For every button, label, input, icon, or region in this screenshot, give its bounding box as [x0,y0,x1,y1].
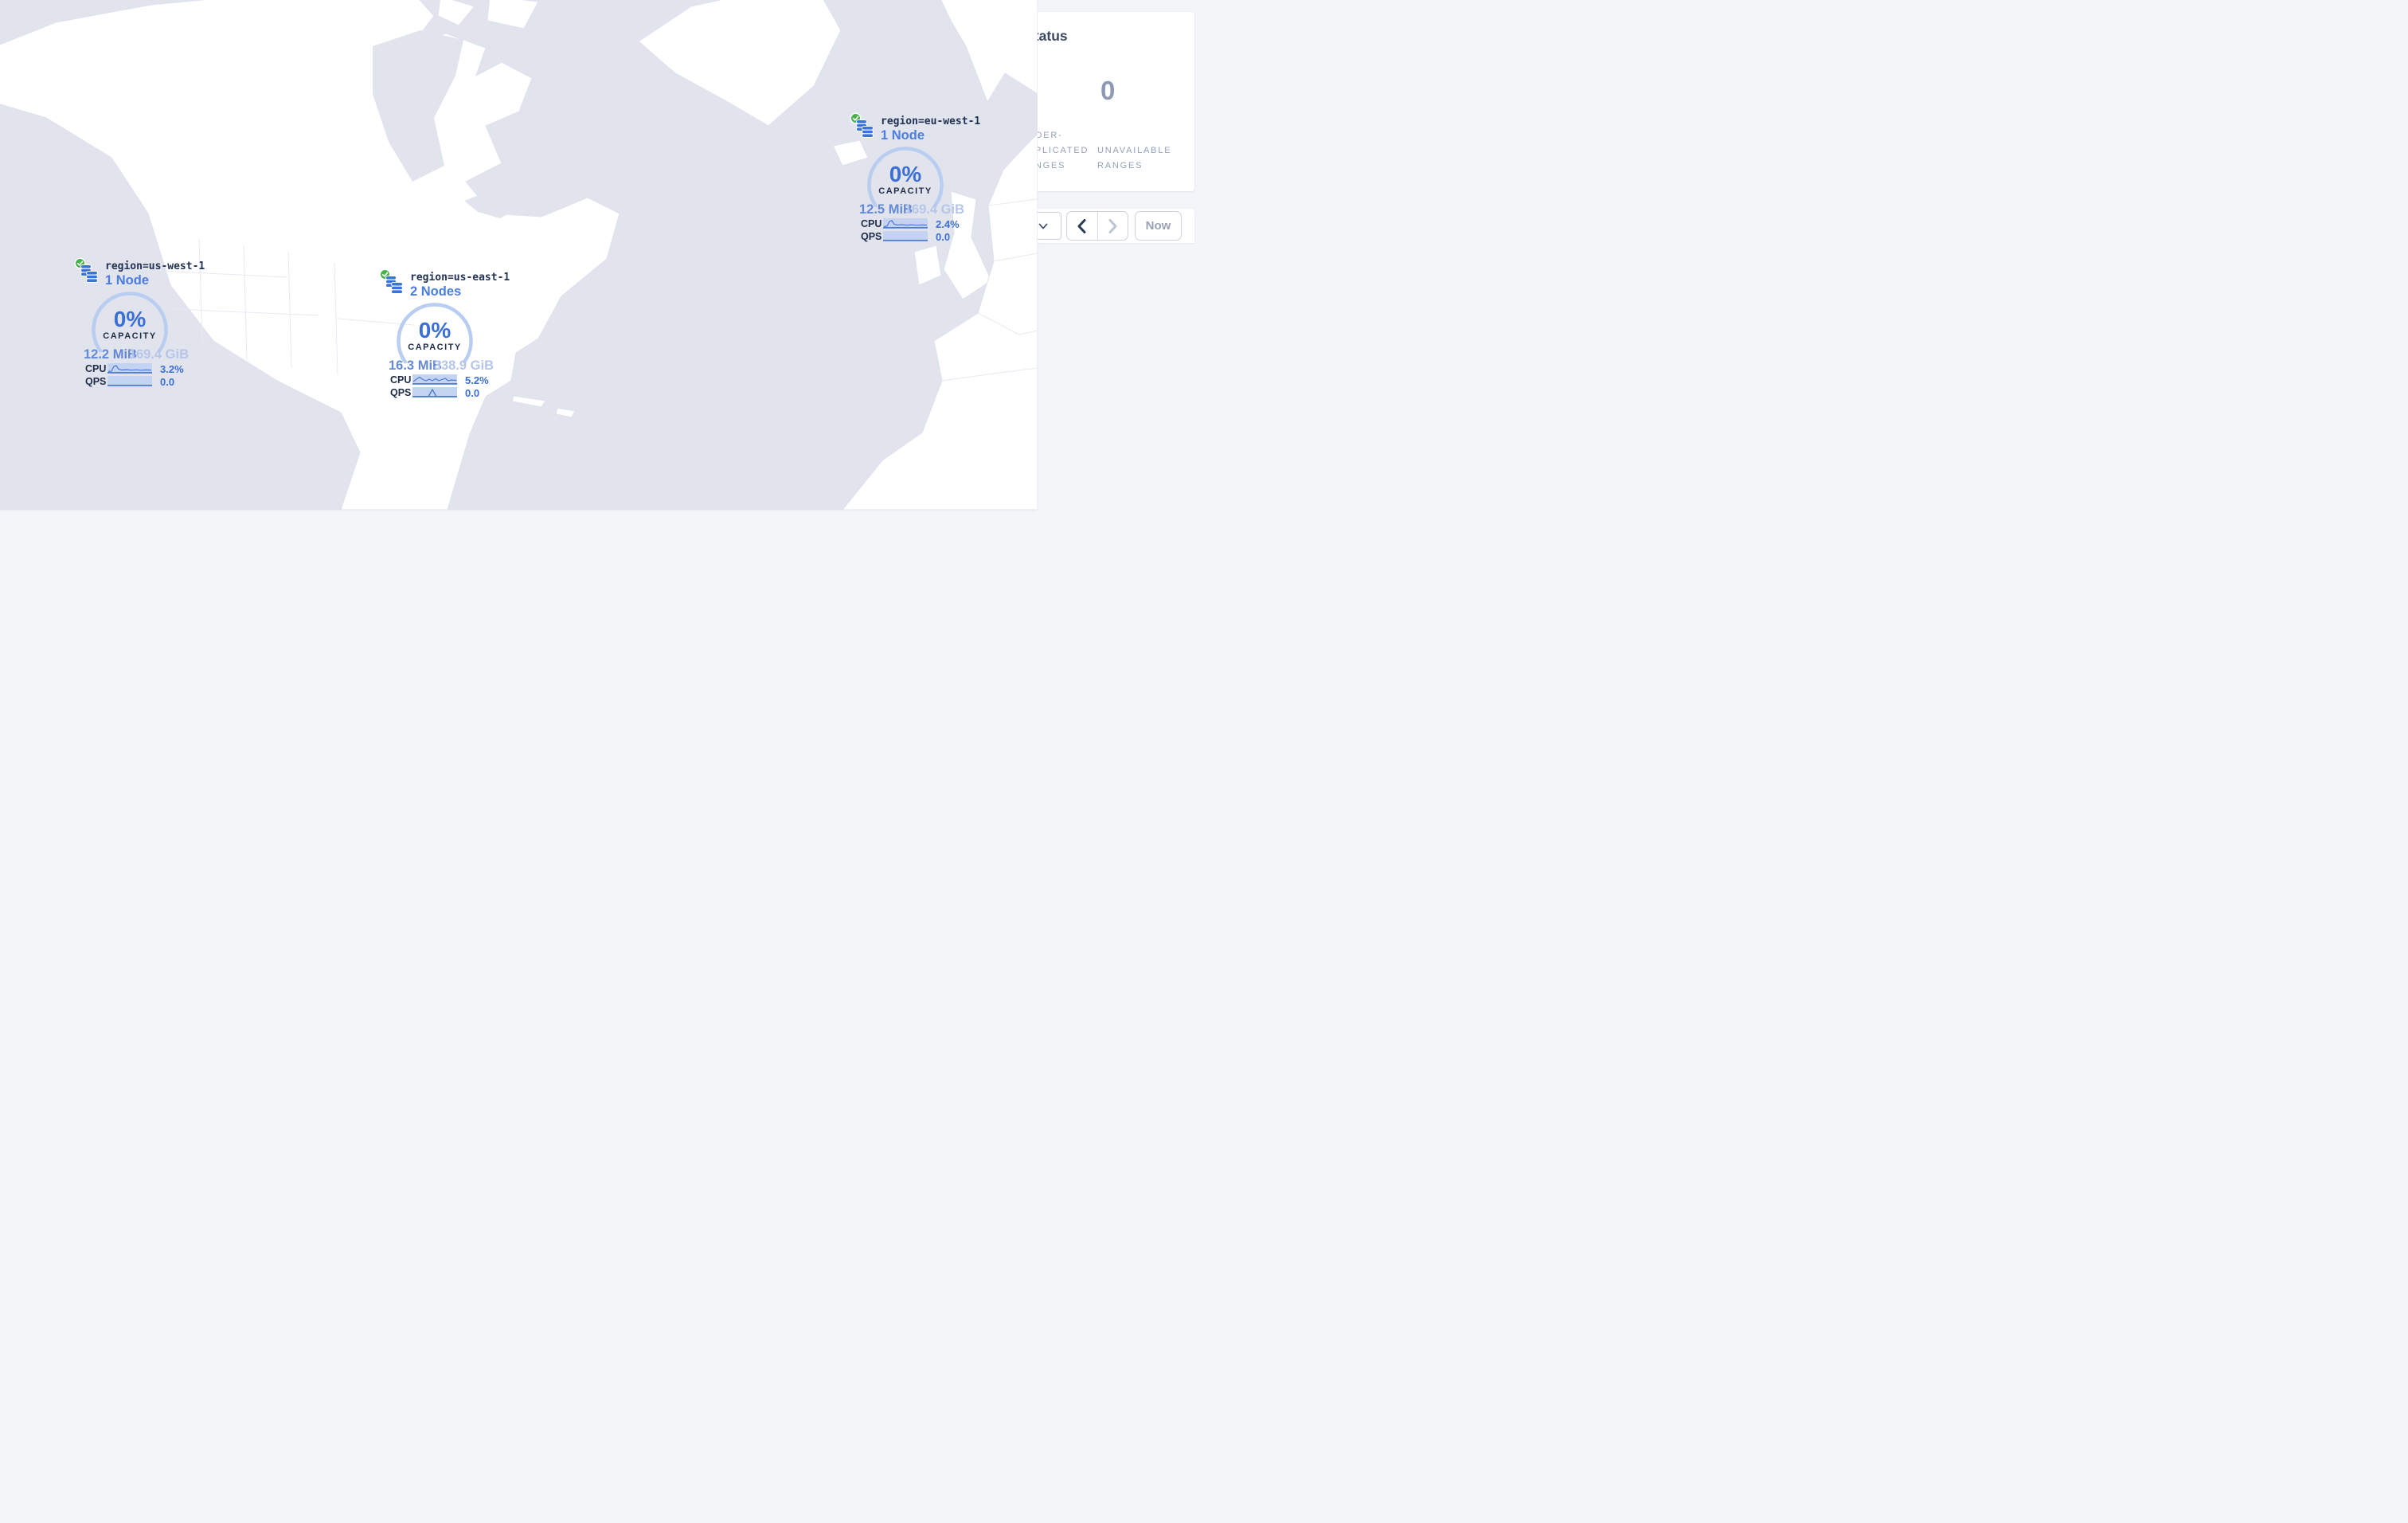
region-name: region=us-west-1 [105,260,205,272]
qps-value: 0.0 [936,230,951,243]
region-used-capacity: 16.3 MiB [389,358,442,373]
map-ireland [913,245,942,286]
map-great-britain [943,190,992,300]
region-marker-us-east-1[interactable]: region=us-east-1 2 Nodes 0% CAPACITY 16.… [379,268,510,399]
cpu-label: CPU [861,218,882,229]
now-button[interactable]: Now [1135,211,1182,241]
qps-sparkline [412,386,457,397]
world-map-graphic [0,0,1038,510]
gauge-percent: 0% [889,162,922,186]
time-step-forward-button[interactable] [1098,212,1128,240]
map-hudson-bay [373,30,463,182]
region-node-count: 1 Node [105,273,150,288]
database-stack-icon [80,264,98,283]
cpu-label: CPU [85,363,107,374]
cpu-value: 5.2% [465,374,489,386]
gauge-arc [867,147,944,208]
map-iceland [832,139,869,166]
qps-label: QPS [861,230,882,242]
region-node-count: 2 Nodes [410,284,462,299]
qps-label: QPS [390,386,412,398]
capacity-gauge: 0% CAPACITY [396,302,474,366]
region-total-capacity: 169.4 GiB [904,202,964,217]
capacity-gauge: 0% CAPACITY [866,146,944,209]
map-scandinavia [940,0,1038,104]
map-europe-mainland [842,133,1038,510]
qps-value: 0.0 [465,386,480,399]
cpu-value: 2.4% [936,218,960,230]
gauge-capacity-label: CAPACITY [103,331,157,341]
region-used-capacity: 12.5 MiB [859,202,913,217]
map-country-borders [941,198,1038,382]
region-name: region=us-east-1 [410,272,510,284]
map-hispaniola [555,407,576,418]
region-node-count: 1 Node [881,128,925,143]
map-great-lakes [464,194,518,218]
map-arctic-island [487,0,539,29]
region-marker-eu-west-1[interactable]: region=eu-west-1 1 Node 0% CAPACITY 12.5… [850,112,980,243]
database-stack-icon [856,119,874,138]
qps-sparkline [883,230,928,241]
db-console-overview-page: Overview Metrics Databases Statements Ne… [0,0,1204,762]
cpu-value: 3.2% [160,363,184,375]
cpu-sparkline [883,218,928,229]
map-cuba [511,395,546,408]
node-map: region=us-west-1 1 Node 0% CAPACITY 12.2… [0,0,1038,510]
capacity-gauge: 0% CAPACITY [91,291,169,354]
map-arctic-island [437,0,475,26]
time-step-back-button[interactable] [1067,212,1098,240]
region-label-group: region=eu-west-1 1 Node [881,115,980,143]
database-stack-icon [385,276,403,294]
region-label-group: region=us-east-1 2 Nodes [410,272,510,300]
qps-label: QPS [85,375,107,387]
chevron-down-icon [1038,223,1048,229]
region-total-capacity: 169.4 GiB [128,347,189,362]
gauge-percent: 0% [113,307,147,331]
gauge-arc [92,292,168,353]
gauge-percent: 0% [418,318,452,343]
region-total-capacity: 338.9 GiB [433,358,494,373]
cpu-sparkline [108,363,152,374]
unavailable-ranges-label: UNAVAILABLE RANGES [1097,146,1172,170]
region-label-group: region=us-west-1 1 Node [105,260,205,288]
cpu-label: CPU [390,374,412,386]
region-used-capacity: 12.2 MiB [84,347,137,362]
gauge-arc [397,303,473,364]
cpu-sparkline [412,374,457,385]
gauge-capacity-label: CAPACITY [878,186,932,196]
time-step-controls [1066,211,1128,241]
region-marker-us-west-1[interactable]: region=us-west-1 1 Node 0% CAPACITY 12.2… [74,257,205,388]
qps-value: 0.0 [160,375,175,388]
qps-sparkline [108,375,152,386]
unavailable-ranges-count: 0 [1100,76,1116,105]
map-state-borders [158,238,415,375]
map-greenland [638,0,842,127]
region-name: region=eu-west-1 [881,115,981,127]
gauge-capacity-label: CAPACITY [408,343,462,352]
